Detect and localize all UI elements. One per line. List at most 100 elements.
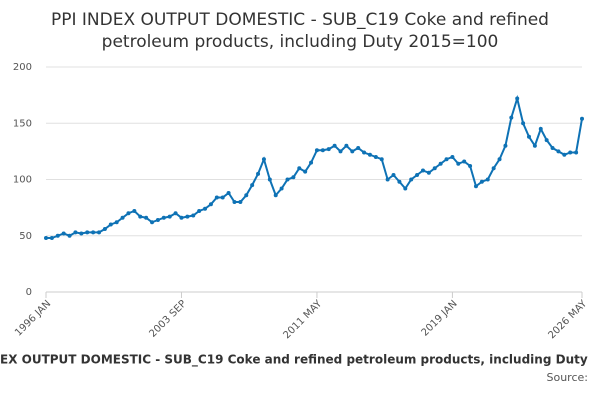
point xyxy=(538,126,543,131)
point xyxy=(350,149,355,154)
point xyxy=(220,195,225,200)
y-tick-label: 200 xyxy=(13,62,32,73)
point xyxy=(144,215,149,220)
point xyxy=(102,227,107,231)
series-line xyxy=(46,94,583,239)
point xyxy=(367,152,372,157)
point xyxy=(509,115,514,120)
point xyxy=(173,211,178,216)
point xyxy=(191,213,196,218)
point xyxy=(267,177,272,182)
point xyxy=(161,215,166,220)
chart-title: PPI INDEX OUTPUT DOMESTIC - SUB_C19 Coke… xyxy=(51,10,549,30)
x-tick-label: 1996 JAN xyxy=(13,298,53,338)
point xyxy=(450,155,455,159)
point xyxy=(297,166,302,171)
point xyxy=(208,202,213,207)
x-tick-label: 2003 SEP xyxy=(147,298,188,339)
point xyxy=(214,195,219,200)
point xyxy=(285,177,290,182)
point xyxy=(344,143,349,148)
point xyxy=(126,211,131,216)
point xyxy=(562,152,567,157)
point xyxy=(49,236,54,240)
point xyxy=(120,215,125,220)
point xyxy=(362,150,367,155)
footer-title: EX OUTPUT DOMESTIC - SUB_C19 Coke and re… xyxy=(0,353,588,368)
point xyxy=(426,170,431,175)
point xyxy=(385,177,390,182)
point xyxy=(550,146,555,150)
point xyxy=(303,169,308,174)
point xyxy=(515,96,520,101)
point xyxy=(532,143,537,148)
point xyxy=(326,147,331,152)
point xyxy=(473,184,478,189)
point xyxy=(185,214,190,219)
point xyxy=(97,230,102,235)
y-tick-label: 100 xyxy=(13,175,32,186)
point xyxy=(468,164,473,168)
point xyxy=(409,177,414,182)
point xyxy=(155,218,160,222)
point xyxy=(91,230,96,235)
x-tick-label: 2019 JAN xyxy=(420,298,460,338)
point xyxy=(438,161,443,166)
point xyxy=(55,233,60,238)
point xyxy=(61,231,66,236)
point xyxy=(356,146,361,150)
point xyxy=(132,209,137,213)
point xyxy=(291,175,296,180)
point xyxy=(574,150,579,155)
point xyxy=(403,186,408,191)
point xyxy=(73,230,78,235)
x-tick-label: 2026 MAY xyxy=(547,298,590,341)
point xyxy=(179,215,184,220)
point xyxy=(338,149,343,154)
y-tick-label: 50 xyxy=(19,231,32,242)
point xyxy=(250,183,255,188)
point xyxy=(521,121,526,126)
point xyxy=(556,149,561,154)
point xyxy=(580,116,584,121)
point xyxy=(491,166,496,171)
point xyxy=(167,214,172,219)
point xyxy=(456,161,461,166)
point xyxy=(432,166,437,171)
point xyxy=(138,214,143,219)
point xyxy=(332,143,337,148)
point xyxy=(544,138,549,143)
point xyxy=(420,168,425,173)
point xyxy=(497,157,502,162)
y-tick-label: 150 xyxy=(13,118,32,129)
point xyxy=(526,134,531,139)
point xyxy=(309,160,314,165)
point xyxy=(238,200,243,204)
point xyxy=(391,173,396,177)
point xyxy=(232,200,237,204)
point xyxy=(503,143,508,148)
point xyxy=(320,148,325,153)
y-tick-label: 0 xyxy=(26,287,32,298)
point xyxy=(67,233,72,238)
point xyxy=(256,171,261,176)
x-tick-label: 2011 MAY xyxy=(281,298,324,341)
chart-title: petroleum products, including Duty 2015=… xyxy=(102,32,499,52)
point xyxy=(85,230,90,235)
point xyxy=(261,157,266,162)
point xyxy=(415,173,420,177)
point xyxy=(373,155,378,159)
point xyxy=(568,150,573,155)
point xyxy=(150,220,155,225)
point xyxy=(114,220,119,225)
point xyxy=(226,191,231,195)
point xyxy=(314,148,319,153)
point xyxy=(203,206,208,211)
point xyxy=(244,193,249,198)
point xyxy=(273,193,278,198)
point xyxy=(444,157,449,162)
point xyxy=(479,179,484,184)
point xyxy=(279,186,284,191)
point xyxy=(197,209,202,213)
